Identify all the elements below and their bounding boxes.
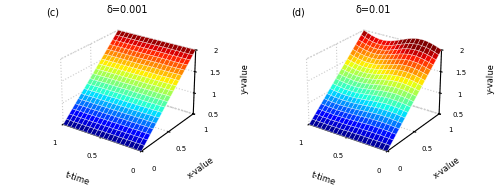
Y-axis label: x-value: x-value [431, 155, 462, 180]
Y-axis label: x-value: x-value [186, 155, 216, 180]
Text: (d): (d) [292, 7, 306, 17]
X-axis label: t-time: t-time [310, 171, 337, 187]
Title: δ=0.001: δ=0.001 [106, 5, 148, 15]
Text: (c): (c) [46, 7, 59, 17]
X-axis label: t-time: t-time [64, 171, 91, 187]
Title: δ=0.01: δ=0.01 [355, 5, 390, 15]
